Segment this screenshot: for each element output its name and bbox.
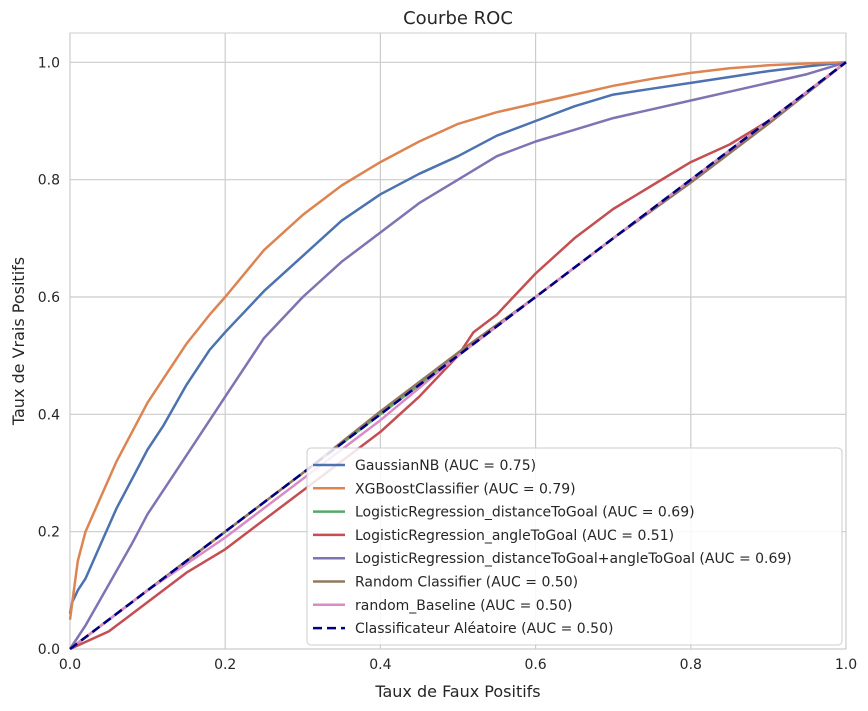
legend-label: Classificateur Aléatoire (AUC = 0.50): [355, 621, 613, 637]
y-tick-label: 0.0: [38, 642, 60, 658]
x-tick-label: 1.0: [835, 657, 857, 673]
y-tick-label: 1.0: [38, 55, 60, 71]
series-line-4: [68, 61, 847, 650]
y-tick-label: 0.8: [38, 173, 60, 189]
legend-label: LogisticRegression_distanceToGoal+angleT…: [355, 551, 792, 567]
legend-label: GaussianNB (AUC = 0.75): [355, 458, 536, 474]
x-tick-label: 0.0: [59, 657, 81, 673]
series-line-3: [69, 61, 847, 651]
x-tick-label: 0.8: [680, 657, 702, 673]
series-line-7: [69, 61, 847, 650]
series-layer: [68, 61, 847, 651]
legend-label: LogisticRegression_distanceToGoal (AUC =…: [355, 505, 695, 521]
y-tick-label: 0.6: [38, 290, 60, 306]
y-tick-label: 0.2: [38, 525, 60, 541]
legend-label: Random Classifier (AUC = 0.50): [355, 575, 578, 591]
x-tick-label: 0.2: [214, 657, 236, 673]
x-tick-label: 0.6: [524, 657, 546, 673]
x-axis-label: Taux de Faux Positifs: [374, 682, 540, 701]
legend-label: XGBoostClassifier (AUC = 0.79): [355, 481, 576, 497]
y-tick-label: 0.4: [38, 407, 60, 423]
y-axis-label: Taux de Vrais Positifs: [9, 257, 28, 426]
chart-title: Courbe ROC: [403, 8, 513, 29]
legend-label: random_Baseline (AUC = 0.50): [355, 598, 572, 614]
tick-labels: 0.0 0.2 0.4 0.6 0.8 1.0 0.0 0.2 0.4 0.6 0.8 1.0: [38, 55, 857, 673]
legend: GaussianNB (AUC = 0.75) XGBoostClassifier…: [306, 447, 843, 646]
legend-box: [306, 447, 843, 646]
grid-lines: [69, 33, 847, 650]
series-line-6: [69, 61, 847, 650]
x-tick-label: 0.4: [369, 657, 391, 673]
legend-label: LogisticRegression_angleToGoal (AUC = 0.…: [355, 528, 674, 544]
series-line-1: [68, 61, 847, 620]
series-line-0: [68, 61, 847, 615]
